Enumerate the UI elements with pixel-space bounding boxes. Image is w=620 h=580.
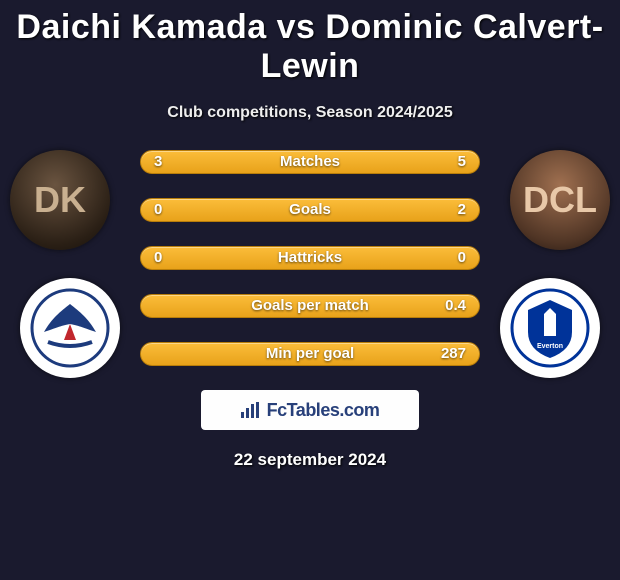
player-left-avatar: DK: [10, 150, 110, 250]
stat-row: 0 Goals 2: [140, 198, 480, 222]
stat-right-value: 5: [458, 150, 466, 174]
date-label: 22 september 2024: [0, 450, 620, 470]
player-left-initials: DK: [34, 179, 86, 221]
watermark: FcTables.com: [201, 390, 419, 430]
stat-label: Goals: [140, 198, 480, 222]
stat-right-value: 2: [458, 198, 466, 222]
subtitle: Club competitions, Season 2024/2025: [0, 104, 620, 122]
stat-right-value: 287: [441, 342, 466, 366]
comparison-card: Daichi Kamada vs Dominic Calvert-Lewin C…: [0, 0, 620, 470]
page-title: Daichi Kamada vs Dominic Calvert-Lewin: [0, 8, 620, 86]
stat-row: 3 Matches 5: [140, 150, 480, 174]
stat-row: Goals per match 0.4: [140, 294, 480, 318]
stat-label: Min per goal: [140, 342, 480, 366]
stat-label: Matches: [140, 150, 480, 174]
svg-text:Everton: Everton: [537, 343, 563, 350]
watermark-text: FcTables.com: [267, 400, 380, 421]
chart-icon: [241, 402, 261, 418]
player-right-initials: DCL: [523, 179, 597, 221]
everton-crest-icon: Everton: [510, 288, 590, 368]
stat-row: Min per goal 287: [140, 342, 480, 366]
eagle-crest-icon: [30, 288, 110, 368]
stat-row: 0 Hattricks 0: [140, 246, 480, 270]
player-right-avatar: DCL: [510, 150, 610, 250]
club-right-crest: Everton: [500, 278, 600, 378]
stat-right-value: 0.4: [445, 294, 466, 318]
stat-label: Hattricks: [140, 246, 480, 270]
main-area: DK DCL Everton 3: [0, 150, 620, 470]
stat-label: Goals per match: [140, 294, 480, 318]
club-left-crest: [20, 278, 120, 378]
stat-right-value: 0: [458, 246, 466, 270]
stats-list: 3 Matches 5 0 Goals 2 0 Hattricks 0 Goal…: [140, 150, 480, 366]
